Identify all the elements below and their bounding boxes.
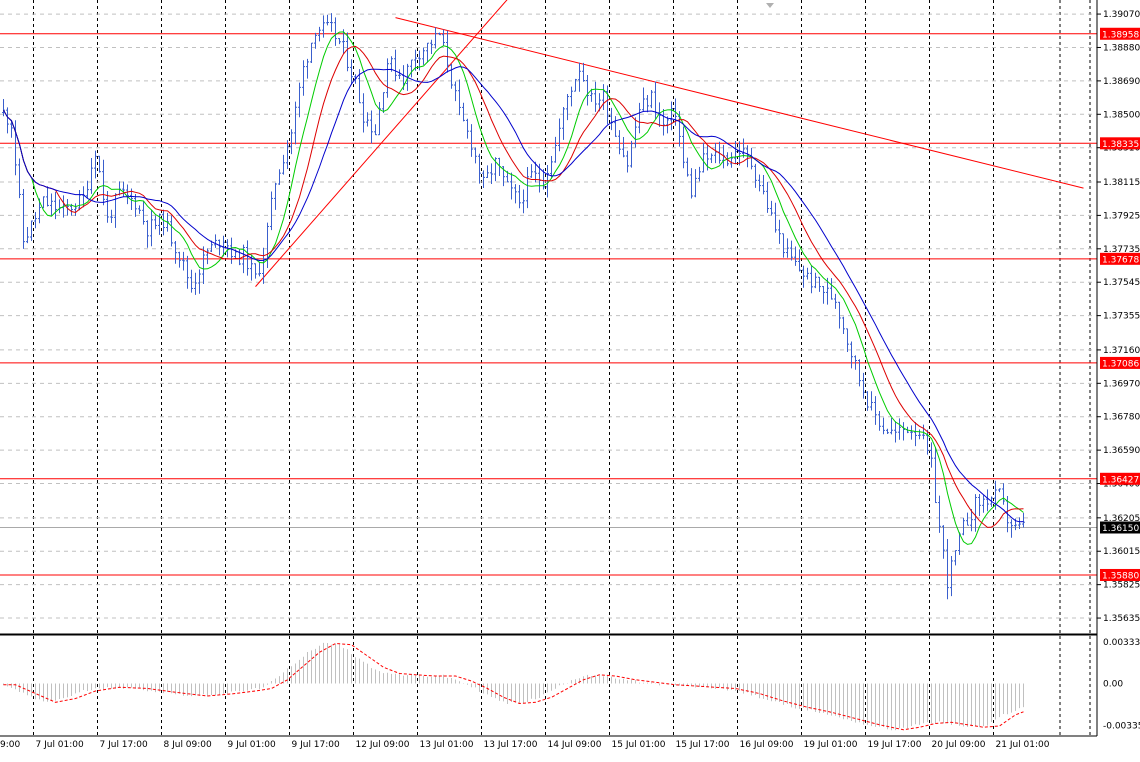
trendline (395, 17, 1084, 189)
x-tick-label: 20 Jul 09:00 (932, 740, 986, 750)
x-tick-label: 9:00 (0, 740, 20, 750)
level-label-box (1100, 137, 1140, 150)
x-tick-label: 19 Jul 17:00 (868, 740, 922, 750)
x-tick-label: 7 Jul 17:00 (100, 740, 149, 750)
y-tick-label: 1.37160 (1103, 346, 1140, 356)
y-tick-label: 1.37925 (1103, 211, 1140, 221)
x-tick-label: 15 Jul 01:00 (612, 740, 666, 750)
y-tick-label: 1.38500 (1103, 110, 1140, 120)
y-tick-label: 1.38690 (1103, 77, 1140, 87)
y-tick-label: 1.35635 (1103, 614, 1140, 624)
level-label: 1.38958 (1102, 30, 1139, 40)
y-tick-label: 1.37545 (1103, 278, 1140, 288)
x-tick-label: 13 Jul 01:00 (420, 740, 474, 750)
current-price-box (1100, 521, 1140, 534)
moving-average-line (3, 66, 1024, 523)
x-tick-label: 9 Jul 01:00 (228, 740, 277, 750)
level-label: 1.37086 (1102, 359, 1139, 369)
y-tick-label: 1.37735 (1103, 245, 1140, 255)
x-tick-label: 14 Jul 09:00 (548, 740, 602, 750)
osc-signal-line (3, 642, 1024, 731)
level-label: 1.38335 (1102, 140, 1139, 150)
moving-average-line (3, 31, 1024, 545)
x-tick-label: 15 Jul 17:00 (676, 740, 730, 750)
moving-average-line (3, 45, 1024, 528)
x-tick-label: 21 Jul 01:00 (996, 740, 1050, 750)
y-tick-label: 1.38880 (1103, 43, 1140, 53)
x-tick-label: 7 Jul 01:00 (36, 740, 85, 750)
x-tick-label: 8 Jul 09:00 (164, 740, 213, 750)
x-tick-label: 9 Jul 17:00 (292, 740, 341, 750)
x-tick-label: 19 Jul 01:00 (804, 740, 858, 750)
y-tick-label: 1.35825 (1103, 581, 1140, 591)
level-label-box (1100, 356, 1140, 369)
osc-y-tick-label: 0.00 (1103, 680, 1123, 690)
level-label-box (1100, 27, 1140, 40)
osc-y-tick-label: -0.00335 (1103, 721, 1140, 731)
current-price-label: 1.36150 (1102, 524, 1139, 534)
level-label-box (1100, 252, 1140, 265)
level-label: 1.35880 (1102, 571, 1139, 581)
shift-marker-icon (766, 3, 774, 8)
y-tick-label: 1.38115 (1103, 178, 1140, 188)
y-tick-label: 1.36780 (1103, 413, 1140, 423)
osc-y-tick-label: 0.003333 (1103, 638, 1140, 648)
x-tick-label: 13 Jul 17:00 (484, 740, 538, 750)
level-label-box (1100, 472, 1140, 485)
level-label: 1.37678 (1102, 255, 1139, 265)
y-tick-label: 1.36015 (1103, 547, 1140, 557)
y-tick-label: 1.36590 (1103, 446, 1140, 456)
y-tick-label: 1.36970 (1103, 379, 1140, 389)
y-tick-label: 1.37355 (1103, 312, 1140, 322)
x-tick-label: 16 Jul 09:00 (740, 740, 794, 750)
level-label: 1.36427 (1102, 475, 1139, 485)
trendline (255, 0, 508, 287)
level-label-box (1100, 568, 1140, 581)
y-tick-label: 1.36205 (1103, 514, 1140, 524)
y-tick-label: 1.39070 (1103, 10, 1140, 20)
x-tick-label: 12 Jul 09:00 (356, 740, 410, 750)
